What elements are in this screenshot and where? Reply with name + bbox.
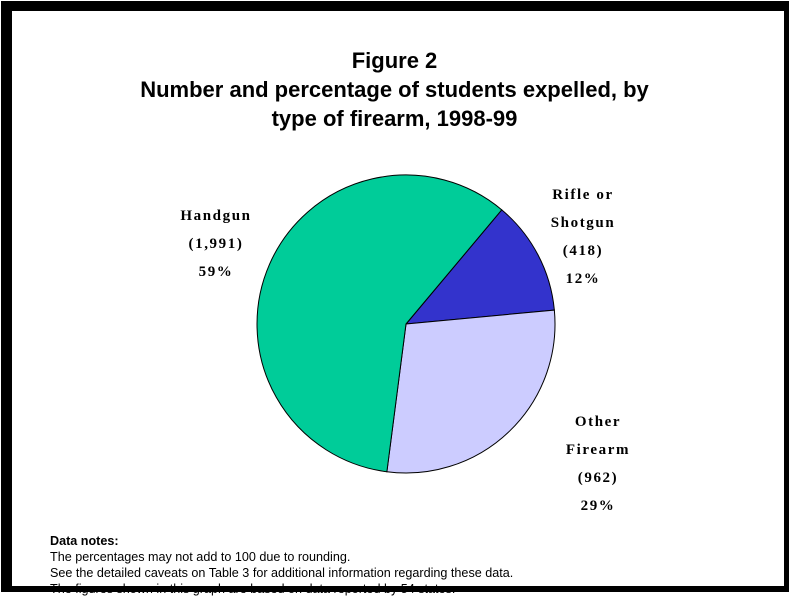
slice-handgun	[256, 174, 503, 473]
slice-label-rifle-name-1: Rifle or	[552, 187, 614, 203]
slice-label-other-percent: 29%	[581, 498, 616, 514]
slice-label-handgun-percent: 59%	[199, 264, 234, 280]
data-notes-line-3: The figures shown in this graph are base…	[50, 582, 456, 596]
chart-title-block: Figure 2 Number and percentage of studen…	[0, 46, 789, 133]
slice-label-rifle-count: (418)	[563, 243, 604, 259]
slice-label-other-name-1: Other	[575, 414, 621, 430]
pie-slices	[256, 174, 556, 474]
slice-label-other-name-2: Firearm	[566, 442, 630, 458]
slice-label-rifle-percent: 12%	[566, 271, 601, 287]
chart-subtitle-line-1: Number and percentage of students expell…	[140, 77, 649, 102]
chart-subtitle-line-2: type of firearm, 1998-99	[271, 106, 518, 131]
data-notes-line-2: See the detailed caveats on Table 3 for …	[50, 566, 514, 580]
slice-label-handgun-count: (1,991)	[189, 236, 244, 252]
slice-other-firearm	[386, 309, 556, 474]
data-notes-heading: Data notes:	[50, 534, 119, 548]
data-notes: Data notes: The percentages may not add …	[50, 533, 513, 597]
slice-rifle-or-shotgun	[404, 209, 555, 325]
slice-label-other-count: (962)	[578, 470, 619, 486]
chart-title: Figure 2	[351, 48, 438, 73]
data-notes-line-1: The percentages may not add to 100 due t…	[50, 550, 351, 564]
slice-label-rifle-name-2: Shotgun	[551, 215, 616, 231]
slice-label-handgun-name: Handgun	[180, 208, 251, 224]
